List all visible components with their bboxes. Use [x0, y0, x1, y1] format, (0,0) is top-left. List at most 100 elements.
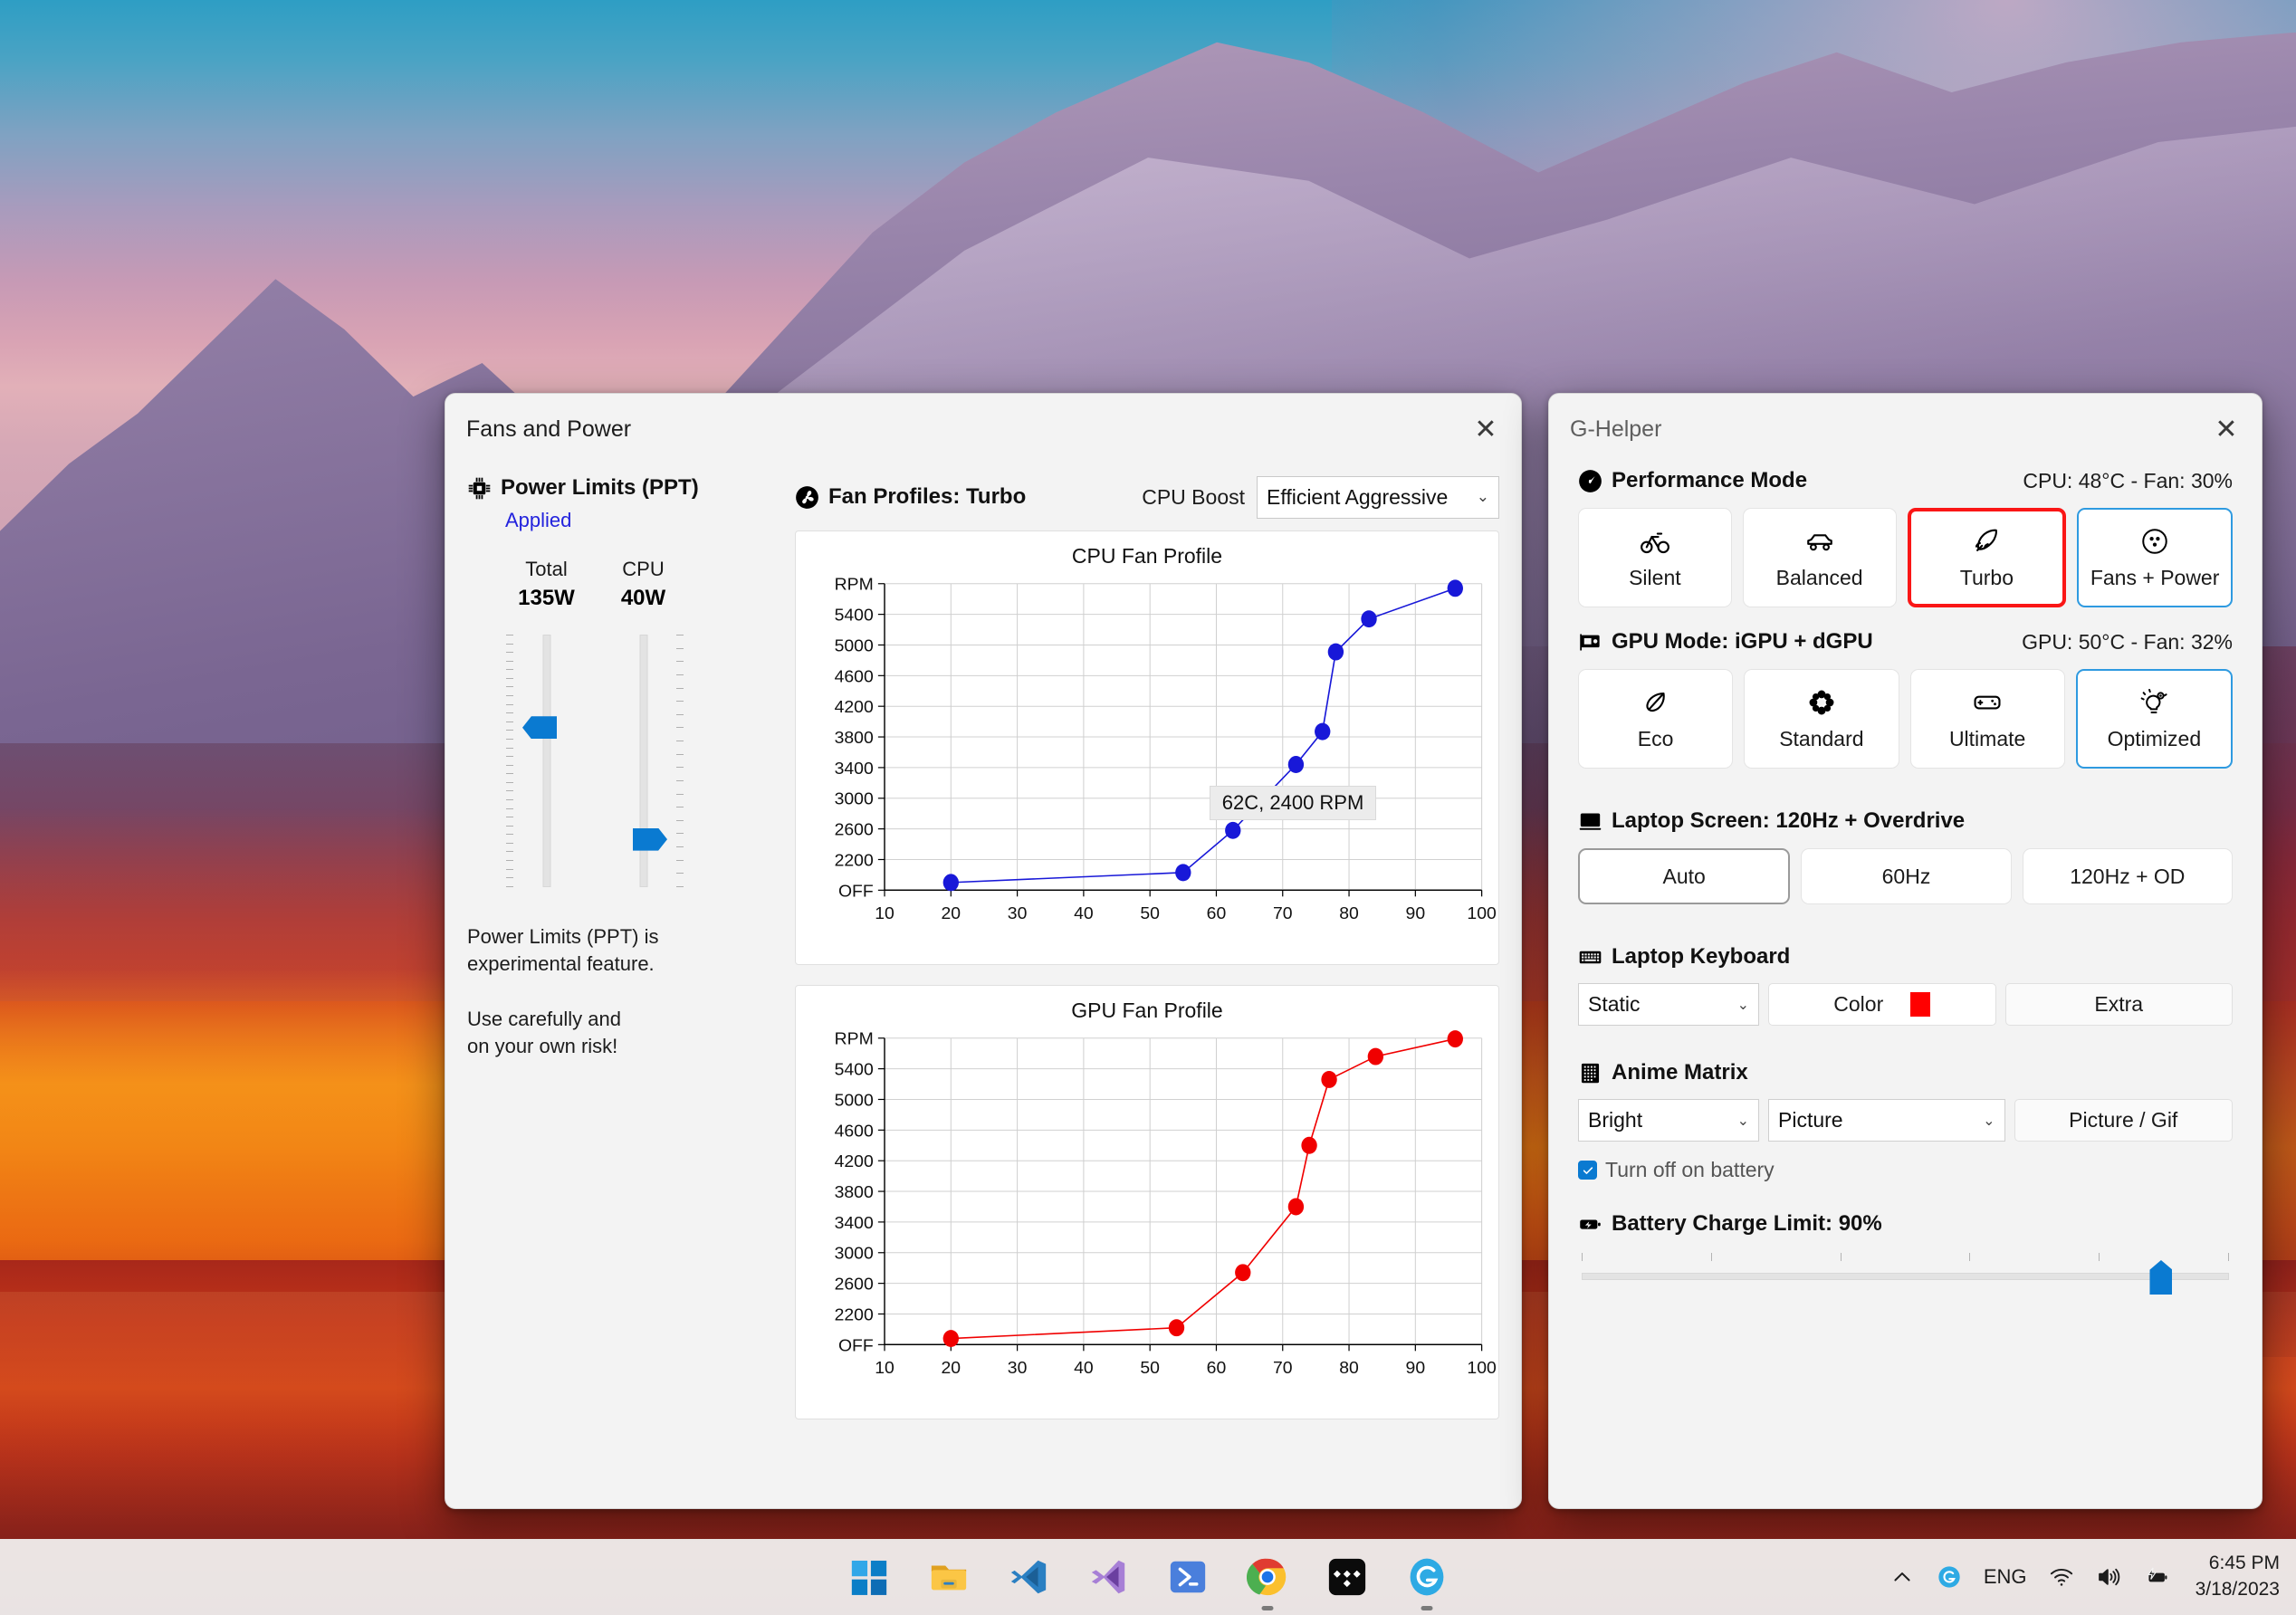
gpu-mode-ultimate-label: Ultimate — [1948, 726, 2026, 750]
taskbar-apps — [846, 1553, 1450, 1610]
anime-brightness-select[interactable]: Bright ⌄ — [1578, 1099, 1759, 1142]
visual-studio-icon — [1091, 1560, 1125, 1594]
performance-mode-balanced[interactable]: Balanced — [1742, 508, 1897, 607]
tidal-icon — [1328, 1558, 1366, 1596]
taskbar-start-button[interactable] — [846, 1553, 893, 1601]
performance-mode-silent[interactable]: Silent — [1578, 508, 1732, 607]
gpu-mode-standard[interactable]: Standard — [1744, 669, 1899, 769]
battery-charge-slider[interactable] — [1578, 1253, 2233, 1300]
gpu-mode-eco-label: Eco — [1637, 726, 1674, 750]
chevron-down-icon: ⌄ — [1736, 1113, 1749, 1129]
svg-text:80: 80 — [1339, 904, 1359, 923]
gpu-mode-eco[interactable]: Eco — [1578, 669, 1734, 769]
taskbar-powershell[interactable] — [1164, 1553, 1211, 1601]
keyboard-color-button[interactable]: Color — [1768, 983, 1996, 1026]
svg-text:OFF: OFF — [838, 1337, 874, 1356]
power-limits-status-link[interactable]: Applied — [505, 509, 572, 531]
taskbar-chrome[interactable] — [1244, 1553, 1291, 1610]
total-power-slider[interactable] — [498, 631, 595, 891]
gpu-chart-plot[interactable]: OFF 2200 2600 3000 3400 3800 4200 4600 5000 5400 R… — [796, 986, 1498, 1419]
bicycle-icon — [1640, 531, 1669, 553]
tray-wifi[interactable] — [2049, 1564, 2074, 1590]
ghelper-titlebar[interactable]: G-Helper ✕ — [1549, 394, 2262, 464]
gpu-icon — [1580, 634, 1600, 650]
cpu-power-slider[interactable] — [595, 631, 692, 891]
tray-battery[interactable] — [2143, 1564, 2168, 1590]
battery-header: Battery Charge Limit: 90% — [1578, 1211, 2233, 1237]
cpu-boost-select[interactable]: Efficient Aggressive ⌄ — [1257, 475, 1499, 519]
power-limits-heading-row: Power Limits (PPT) — [467, 475, 766, 501]
bulb-gear-icon — [2141, 688, 2167, 713]
tray-g-helper-icon[interactable] — [1937, 1564, 1962, 1590]
keyboard-mode-select[interactable]: Static ⌄ — [1578, 983, 1759, 1026]
battery-charging-icon — [2147, 1567, 2167, 1582]
fans-window-body: Power Limits (PPT) Applied Total 135W CP… — [445, 464, 1521, 1508]
turn-off-on-battery-checkbox[interactable]: Turn off on battery — [1578, 1158, 1775, 1182]
performance-mode-turbo[interactable]: Turbo — [1907, 508, 2067, 607]
battery-slider-thumb[interactable] — [2149, 1260, 2173, 1295]
battery-heading-row: Battery Charge Limit: 90% — [1578, 1211, 1882, 1237]
svg-text:10: 10 — [875, 1359, 894, 1378]
power-limits-note: Power Limits (PPT) is experimental featu… — [467, 925, 659, 1058]
taskbar-file-explorer[interactable] — [925, 1553, 972, 1601]
performance-heading: Performance Mode — [1612, 468, 1808, 492]
fans-window-titlebar[interactable]: Fans and Power ✕ — [445, 394, 1521, 464]
taskbar-g-helper[interactable] — [1403, 1553, 1450, 1610]
screen-option-120hz-od[interactable]: 120Hz + OD — [2022, 848, 2233, 904]
keyboard-extra-button[interactable]: Extra — [2004, 983, 2233, 1026]
total-slider-ticks — [506, 635, 513, 887]
performance-mode-balanced-label: Balanced — [1775, 565, 1863, 589]
taskbar-visual-studio[interactable] — [1085, 1553, 1132, 1601]
battery-slider-ticks — [1582, 1253, 2229, 1261]
fans-and-power-window: Fans and Power ✕ Power Limits (PPT) — [445, 393, 1522, 1509]
checkbox-box — [1578, 1161, 1597, 1180]
fan-icon — [796, 485, 818, 509]
svg-text:20: 20 — [942, 1359, 961, 1378]
show-hidden-icons-button[interactable] — [1889, 1564, 1915, 1590]
cpu-chip-icon — [468, 477, 491, 499]
svg-text:80: 80 — [1339, 1359, 1359, 1378]
gpu-mode-ultimate[interactable]: Ultimate — [1909, 669, 2065, 769]
anime-content-select[interactable]: Picture ⌄ — [1768, 1099, 2005, 1142]
battery-slider-track[interactable] — [1582, 1273, 2229, 1280]
keyboard-color-swatch[interactable] — [1910, 992, 1931, 1017]
svg-text:RPM: RPM — [835, 1030, 874, 1049]
close-icon[interactable]: ✕ — [1474, 414, 1497, 444]
turn-off-on-battery-label: Turn off on battery — [1605, 1158, 1775, 1181]
keyboard-heading: Laptop Keyboard — [1612, 944, 1791, 969]
anime-content-value: Picture — [1778, 1108, 1843, 1132]
svg-text:4600: 4600 — [835, 1123, 874, 1142]
svg-text:4200: 4200 — [835, 1152, 874, 1171]
performance-mode-fans-power[interactable]: Fans + Power — [2077, 508, 2233, 607]
cpu-slider-track[interactable] — [639, 635, 647, 887]
svg-text:50: 50 — [1140, 1359, 1160, 1378]
performance-mode-fans-power-label: Fans + Power — [2090, 565, 2220, 589]
gpu-fan-profile-chart[interactable]: GPU Fan Profile OFF 2200 2600 3000 3400 3800 4… — [795, 985, 1499, 1419]
taskbar-tidal[interactable] — [1324, 1553, 1371, 1601]
svg-text:5400: 5400 — [835, 607, 874, 626]
gpu-mode-optimized[interactable]: Optimized — [2075, 669, 2233, 769]
svg-text:2200: 2200 — [835, 852, 874, 871]
svg-text:3000: 3000 — [835, 790, 874, 809]
close-icon[interactable]: ✕ — [2215, 414, 2238, 444]
total-power-value: 135W — [518, 586, 575, 610]
version-link[interactable]: Version: 0.31.0.0 — [1578, 1506, 1735, 1508]
total-slider-track[interactable] — [542, 635, 550, 887]
anime-picture-gif-button[interactable]: Picture / Gif — [2014, 1099, 2233, 1142]
total-slider-thumb[interactable] — [522, 716, 557, 740]
screen-option-60hz[interactable]: 60Hz — [1801, 848, 2012, 904]
check-icon — [1583, 1166, 1593, 1174]
cpu-slider-thumb[interactable] — [633, 827, 667, 851]
svg-text:4200: 4200 — [835, 698, 874, 717]
svg-text:2200: 2200 — [835, 1306, 874, 1325]
taskbar-clock[interactable]: 6:45 PM 3/18/2023 — [2196, 1551, 2280, 1603]
cpu-power-value-group: CPU 40W — [595, 558, 692, 611]
tray-language[interactable]: ENG — [1983, 1565, 2027, 1588]
screen-option-auto[interactable]: Auto — [1578, 848, 1791, 904]
tray-volume[interactable] — [2096, 1564, 2121, 1590]
cpu-fan-profile-chart[interactable]: CPU Fan Profile OFF 2200 2600 3000 3400 3800 4… — [795, 530, 1499, 965]
cpu-chart-plot[interactable]: OFF 2200 2600 3000 3400 3800 4200 4600 5000 5400 R… — [796, 531, 1498, 964]
svg-text:3000: 3000 — [835, 1245, 874, 1264]
taskbar-vscode[interactable] — [1005, 1553, 1052, 1601]
fan-profiles-header-row: Fan Profiles: Turbo CPU Boost Efficient … — [795, 472, 1499, 522]
